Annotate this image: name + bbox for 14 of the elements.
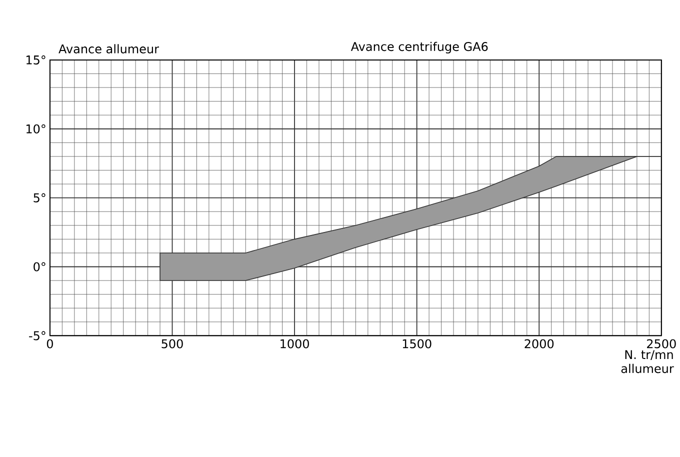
chart-title: Avance centrifuge GA6 <box>350 42 488 54</box>
x-tick-label: 1000 <box>280 339 309 348</box>
y-axis-title: Avance allumeur <box>58 44 160 54</box>
x-tick-label: 2500 <box>647 339 676 348</box>
y-tick-label: 5° <box>34 193 46 203</box>
y-tick-label: -5° <box>29 331 46 340</box>
x-tick-label: 0 <box>46 339 53 348</box>
x-axis-title: N. tr/mn allumeur <box>621 350 674 374</box>
y-tick-label: 10° <box>26 124 46 134</box>
y-tick-label: 0° <box>34 262 46 272</box>
x-tick-label: 1500 <box>402 339 432 348</box>
x-tick-label: 2000 <box>524 339 554 348</box>
x-tick-label: 500 <box>162 339 183 348</box>
y-tick-label: 15° <box>26 56 46 65</box>
